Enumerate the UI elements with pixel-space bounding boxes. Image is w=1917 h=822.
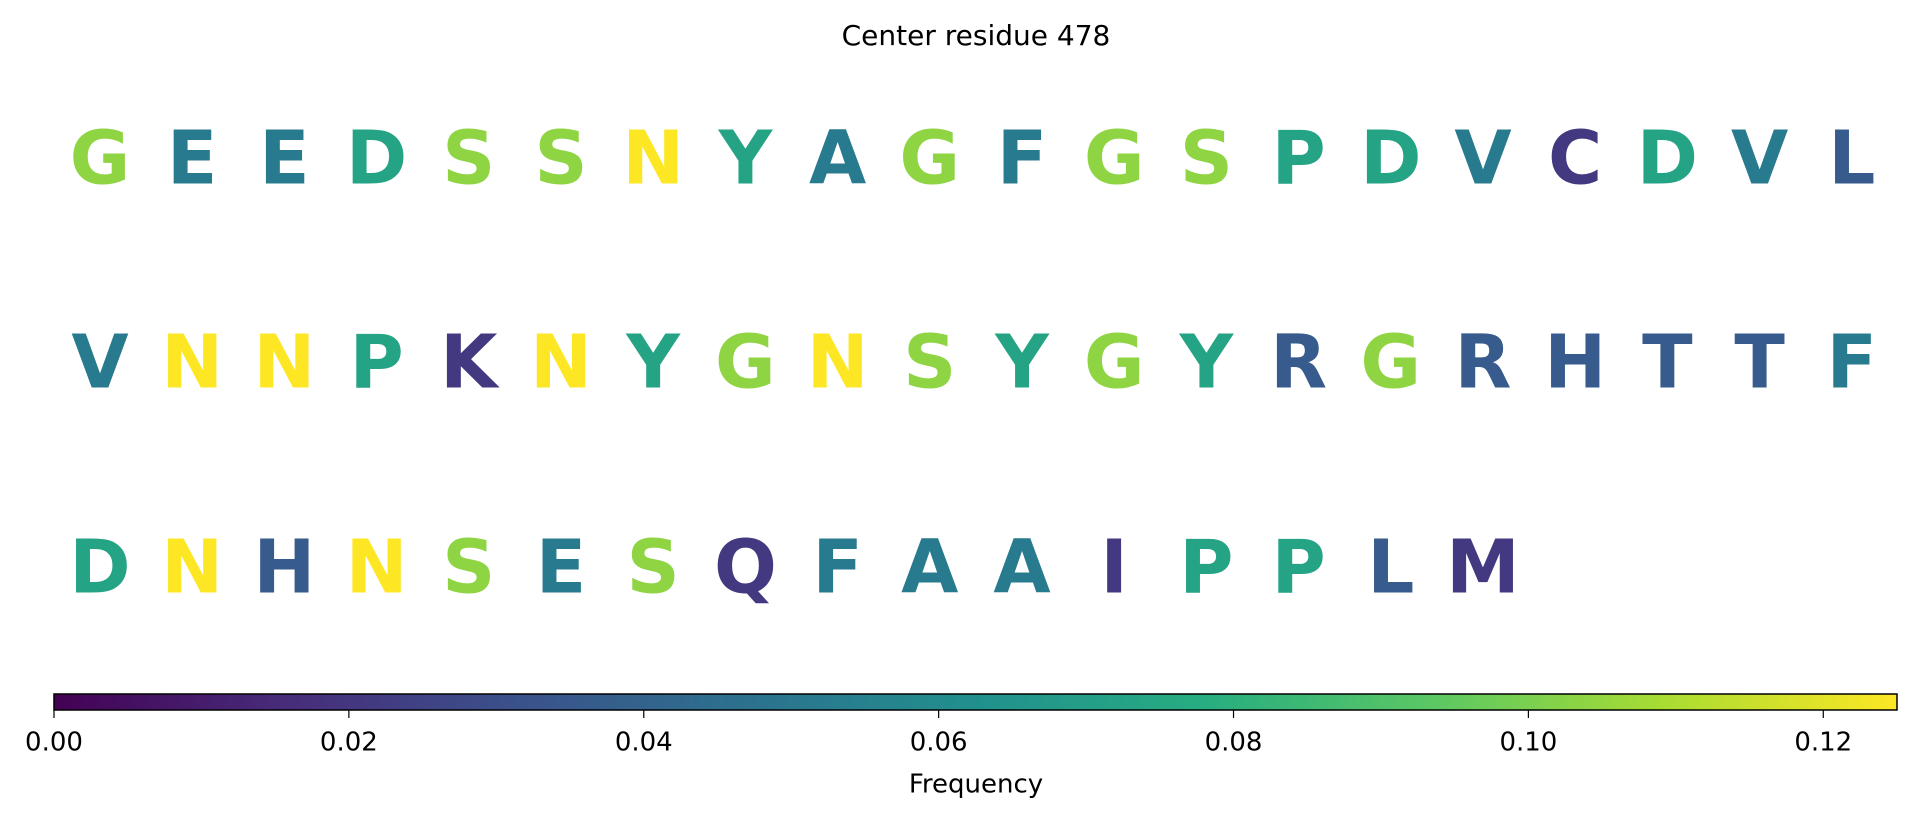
residue-letter: P [1179, 525, 1233, 611]
residue-letter: Y [718, 116, 774, 202]
residue-letter: P [1271, 525, 1325, 611]
colorbar-tick-label: 0.02 [320, 728, 378, 758]
residue-letter: Y [1179, 320, 1235, 406]
residue-letter: D [1360, 116, 1421, 202]
residue-letter: Y [625, 320, 681, 406]
residue-letter: E [167, 116, 218, 202]
colorbar-tick-label: 0.10 [1499, 728, 1557, 758]
residue-letter: S [442, 525, 495, 611]
residue-letter: S [627, 525, 680, 611]
residue-letter: G [70, 116, 131, 202]
residue-letter: F [997, 116, 1048, 202]
residue-letter: S [534, 116, 587, 202]
residue-letter: N [530, 320, 592, 406]
residue-letter: G [1084, 320, 1145, 406]
residue-letter: I [1100, 525, 1128, 611]
residue-letter: S [903, 320, 956, 406]
residue-letter: N [807, 320, 869, 406]
residue-letter: M [1446, 525, 1520, 611]
residue-letter: P [349, 320, 403, 406]
residue-letter: V [71, 320, 128, 406]
residue-letter: G [715, 320, 776, 406]
residue-letter: R [1455, 320, 1512, 406]
residue-letter: D [346, 116, 407, 202]
residue-letter: S [1180, 116, 1233, 202]
colorbar [53, 693, 1898, 711]
residue-letter: A [901, 525, 958, 611]
residue-letter: V [1731, 116, 1788, 202]
colorbar-tick-label: 0.00 [25, 728, 83, 758]
colorbar-tick-label: 0.06 [910, 728, 968, 758]
residue-letter: A [809, 116, 866, 202]
residue-letter: G [899, 116, 960, 202]
residue-letter: N [622, 116, 684, 202]
residue-letter: P [1271, 116, 1325, 202]
chart-title: Center residue 478 [842, 19, 1111, 52]
residue-letter: T [1734, 320, 1785, 406]
residue-letter: S [442, 116, 495, 202]
residue-letter: Q [714, 525, 777, 611]
colorbar-tick-label: 0.12 [1794, 728, 1852, 758]
residue-letter: G [1084, 116, 1145, 202]
residue-letter: L [1367, 525, 1414, 611]
residue-letter: L [1828, 116, 1875, 202]
residue-letter: G [1360, 320, 1421, 406]
residue-letter: R [1270, 320, 1327, 406]
residue-letter: V [1454, 116, 1511, 202]
residue-letter: H [1544, 320, 1606, 406]
residue-letter: N [253, 320, 315, 406]
residue-letter: N [346, 525, 408, 611]
residue-letter: H [253, 525, 315, 611]
residue-letter: C [1548, 116, 1602, 202]
colorbar-tick-label: 0.08 [1205, 728, 1263, 758]
residue-letter: T [1642, 320, 1693, 406]
residue-letter: N [161, 525, 223, 611]
residue-letter: K [440, 320, 500, 406]
residue-letter: F [1827, 320, 1878, 406]
residue-letter: D [1637, 116, 1698, 202]
residue-letter: E [536, 525, 587, 611]
residue-letter: F [812, 525, 863, 611]
residue-letter: N [161, 320, 223, 406]
residue-letter: Y [994, 320, 1050, 406]
residue-letter: D [69, 525, 130, 611]
colorbar-tick-label: 0.04 [615, 728, 673, 758]
residue-letter: A [993, 525, 1050, 611]
residue-letter: E [259, 116, 310, 202]
colorbar-label: Frequency [909, 770, 1043, 800]
